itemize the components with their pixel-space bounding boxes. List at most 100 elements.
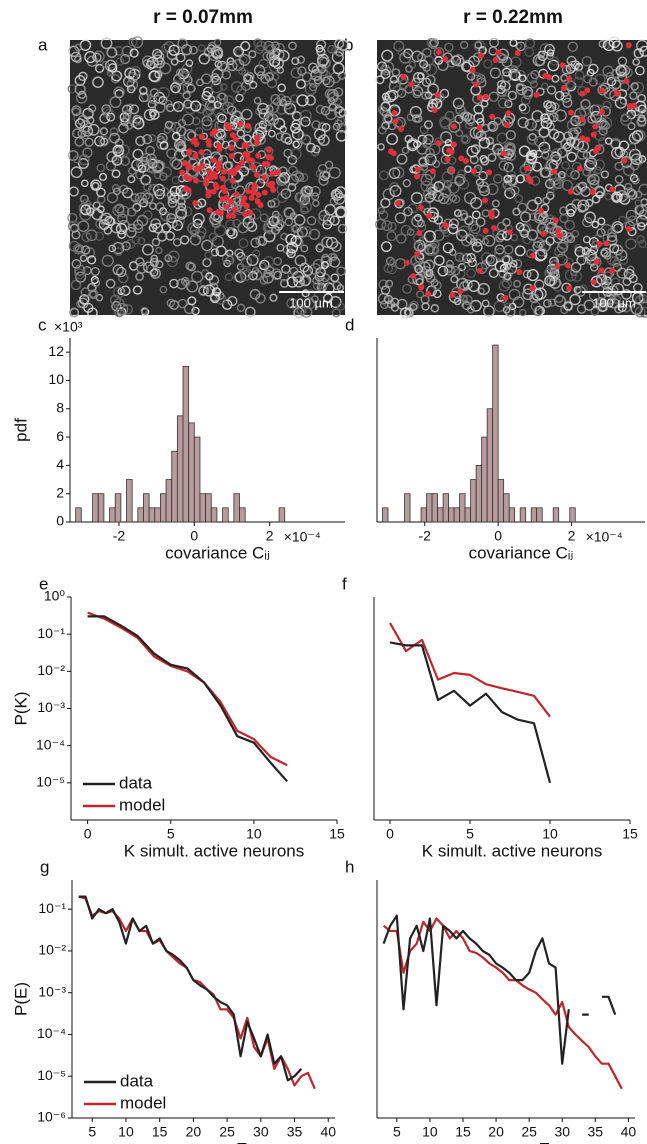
cell [122, 114, 131, 124]
x-tick-label: 0 [386, 826, 394, 842]
cell [556, 147, 568, 158]
cell [421, 138, 432, 149]
y-multiplier: ×10³ [54, 319, 83, 335]
neuron-marker [228, 153, 235, 160]
cell [105, 278, 116, 289]
neuron-marker [414, 166, 421, 173]
cell [77, 220, 90, 233]
neuron-marker [255, 191, 262, 198]
cell [540, 148, 553, 160]
cell [614, 174, 624, 184]
cell [590, 263, 599, 272]
cell [634, 199, 642, 207]
neuron-marker [625, 225, 632, 232]
histogram-bar [143, 493, 150, 523]
neuron-marker [397, 125, 404, 132]
cell [226, 60, 238, 72]
cell [100, 137, 109, 146]
cell [70, 279, 82, 291]
cell [120, 285, 131, 296]
cell [632, 58, 640, 66]
cell [534, 196, 543, 205]
cell [496, 221, 507, 232]
cell [110, 222, 122, 234]
neuron-marker [450, 141, 457, 148]
x-tick-label: 15 [455, 1124, 471, 1140]
cell [400, 224, 412, 236]
x-tick-label: 20 [186, 1124, 202, 1140]
cell [526, 199, 539, 212]
cell [270, 225, 281, 235]
cell [80, 179, 89, 188]
cell [396, 233, 407, 244]
cell [90, 277, 101, 288]
x-axis-label: K simult. active neurons [422, 841, 602, 860]
cell [113, 308, 122, 317]
cell [316, 242, 325, 251]
cell [445, 259, 454, 268]
cell [108, 244, 117, 253]
cell [84, 51, 97, 64]
y-tick-label: 10⁻⁶ [37, 1109, 66, 1125]
neuron-marker [257, 202, 264, 209]
cell [399, 51, 412, 64]
neuron-marker [527, 178, 534, 185]
cell [273, 270, 283, 280]
cell [285, 233, 297, 246]
neuron-marker [598, 267, 605, 274]
cell [120, 156, 131, 166]
neuron-marker [186, 175, 193, 182]
neuron-marker [489, 113, 496, 120]
cell [112, 264, 124, 276]
neuron-marker [265, 146, 272, 153]
series-line [87, 615, 288, 783]
neuron-marker [469, 67, 476, 74]
x-axis-label: covariance Cᵢⱼ [165, 543, 270, 562]
histogram-bar [492, 344, 499, 523]
cell [155, 246, 163, 255]
cell [508, 302, 517, 311]
cell [526, 269, 539, 282]
cell [414, 114, 423, 123]
histogram-bar [503, 493, 510, 523]
x-tick-label: 25 [219, 1124, 235, 1140]
x-tick-label: 15 [622, 826, 638, 842]
neuron-marker [198, 133, 205, 140]
cell [396, 88, 407, 99]
neuron-marker [625, 42, 632, 49]
neuron-marker [391, 109, 398, 116]
legend-label: model [119, 795, 165, 814]
neuron-marker [179, 169, 186, 176]
cell [296, 94, 309, 107]
cell [502, 305, 511, 314]
cell [577, 199, 590, 212]
cell [112, 286, 125, 299]
cell [119, 53, 131, 65]
series-line [78, 895, 303, 1082]
cell [393, 40, 405, 52]
cell [198, 53, 210, 65]
cell [524, 118, 537, 131]
cell [466, 117, 475, 127]
cell [101, 254, 114, 267]
cell [329, 295, 342, 309]
neuron-marker [552, 217, 559, 224]
cell [336, 302, 346, 311]
cell [525, 152, 538, 165]
cell [529, 149, 538, 158]
cell [637, 222, 646, 231]
cell [503, 174, 512, 183]
cell [300, 305, 313, 318]
cell [460, 294, 468, 303]
cell [317, 163, 328, 174]
neuron-marker [242, 211, 249, 218]
neuron-marker [595, 145, 602, 152]
cell [621, 289, 632, 300]
cell [614, 304, 624, 314]
cell [290, 94, 299, 103]
cell [130, 193, 140, 202]
cell [450, 275, 459, 284]
cell [67, 212, 78, 224]
x-multiplier: ×10⁻⁴ [284, 529, 321, 545]
cell [106, 192, 119, 204]
